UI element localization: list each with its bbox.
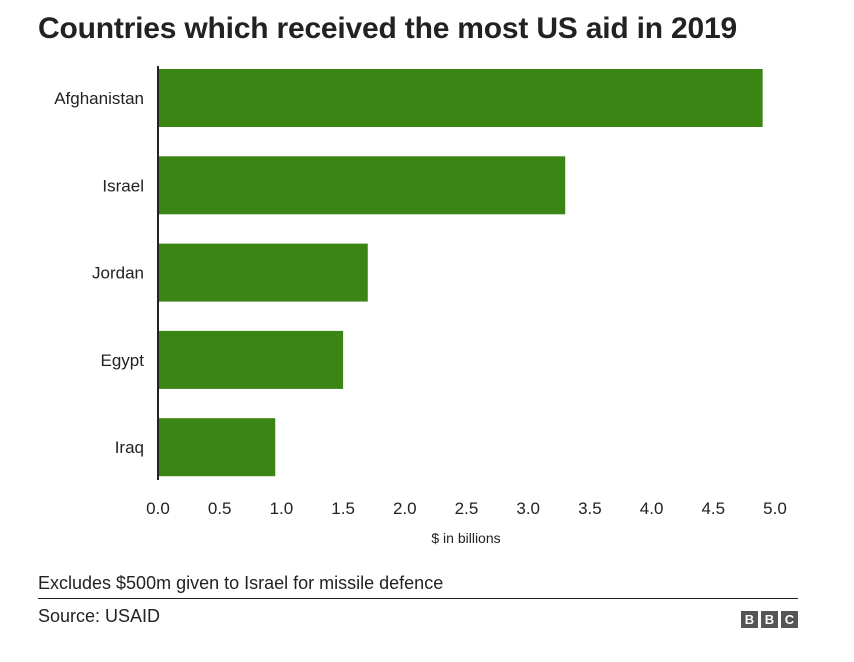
bar-iraq xyxy=(158,418,276,477)
footnote: Excludes $500m given to Israel for missi… xyxy=(38,573,444,593)
x-axis-label: $ in billions xyxy=(431,530,500,546)
footer-divider xyxy=(38,598,798,599)
category-label-egypt: Egypt xyxy=(101,351,145,370)
x-tick-label: 3.5 xyxy=(578,499,602,518)
bars xyxy=(158,69,763,477)
category-label-afghanistan: Afghanistan xyxy=(54,89,144,108)
x-tick-label: 0.0 xyxy=(146,499,170,518)
x-tick-label: 2.5 xyxy=(455,499,479,518)
category-label-israel: Israel xyxy=(102,176,144,195)
logo-letter-3: C xyxy=(781,611,798,628)
x-tick-label: 0.5 xyxy=(208,499,232,518)
chart-title: Countries which received the most US aid… xyxy=(38,12,737,45)
bar-egypt xyxy=(158,330,344,389)
x-tick-label: 2.0 xyxy=(393,499,417,518)
bar-afghanistan xyxy=(158,69,763,127)
x-tick-label: 1.0 xyxy=(270,499,294,518)
x-tick-label: 4.5 xyxy=(701,499,725,518)
logo-letter-1: B xyxy=(741,611,758,628)
x-tick-labels: 0.0 0.5 1.0 1.5 2.0 2.5 3.0 3.5 4.0 4.5 5.0 xyxy=(146,499,787,518)
bbc-logo: B B C xyxy=(741,611,798,628)
x-tick-label: 4.0 xyxy=(640,499,664,518)
source-note: Source: USAID xyxy=(38,606,161,626)
x-tick-label: 1.5 xyxy=(331,499,355,518)
x-tick-label: 3.0 xyxy=(516,499,540,518)
category-labels: Afghanistan Israel Jordan Egypt Iraq xyxy=(54,89,144,457)
bar-israel xyxy=(158,156,566,215)
bar-jordan xyxy=(158,243,368,302)
category-label-jordan: Jordan xyxy=(92,264,144,283)
bar-chart: Afghanistan Israel Jordan Egypt Iraq 0.0 0.5 1… xyxy=(54,66,787,546)
category-label-iraq: Iraq xyxy=(115,438,144,457)
logo-letter-2: B xyxy=(761,611,778,628)
x-tick-label: 5.0 xyxy=(763,499,787,518)
